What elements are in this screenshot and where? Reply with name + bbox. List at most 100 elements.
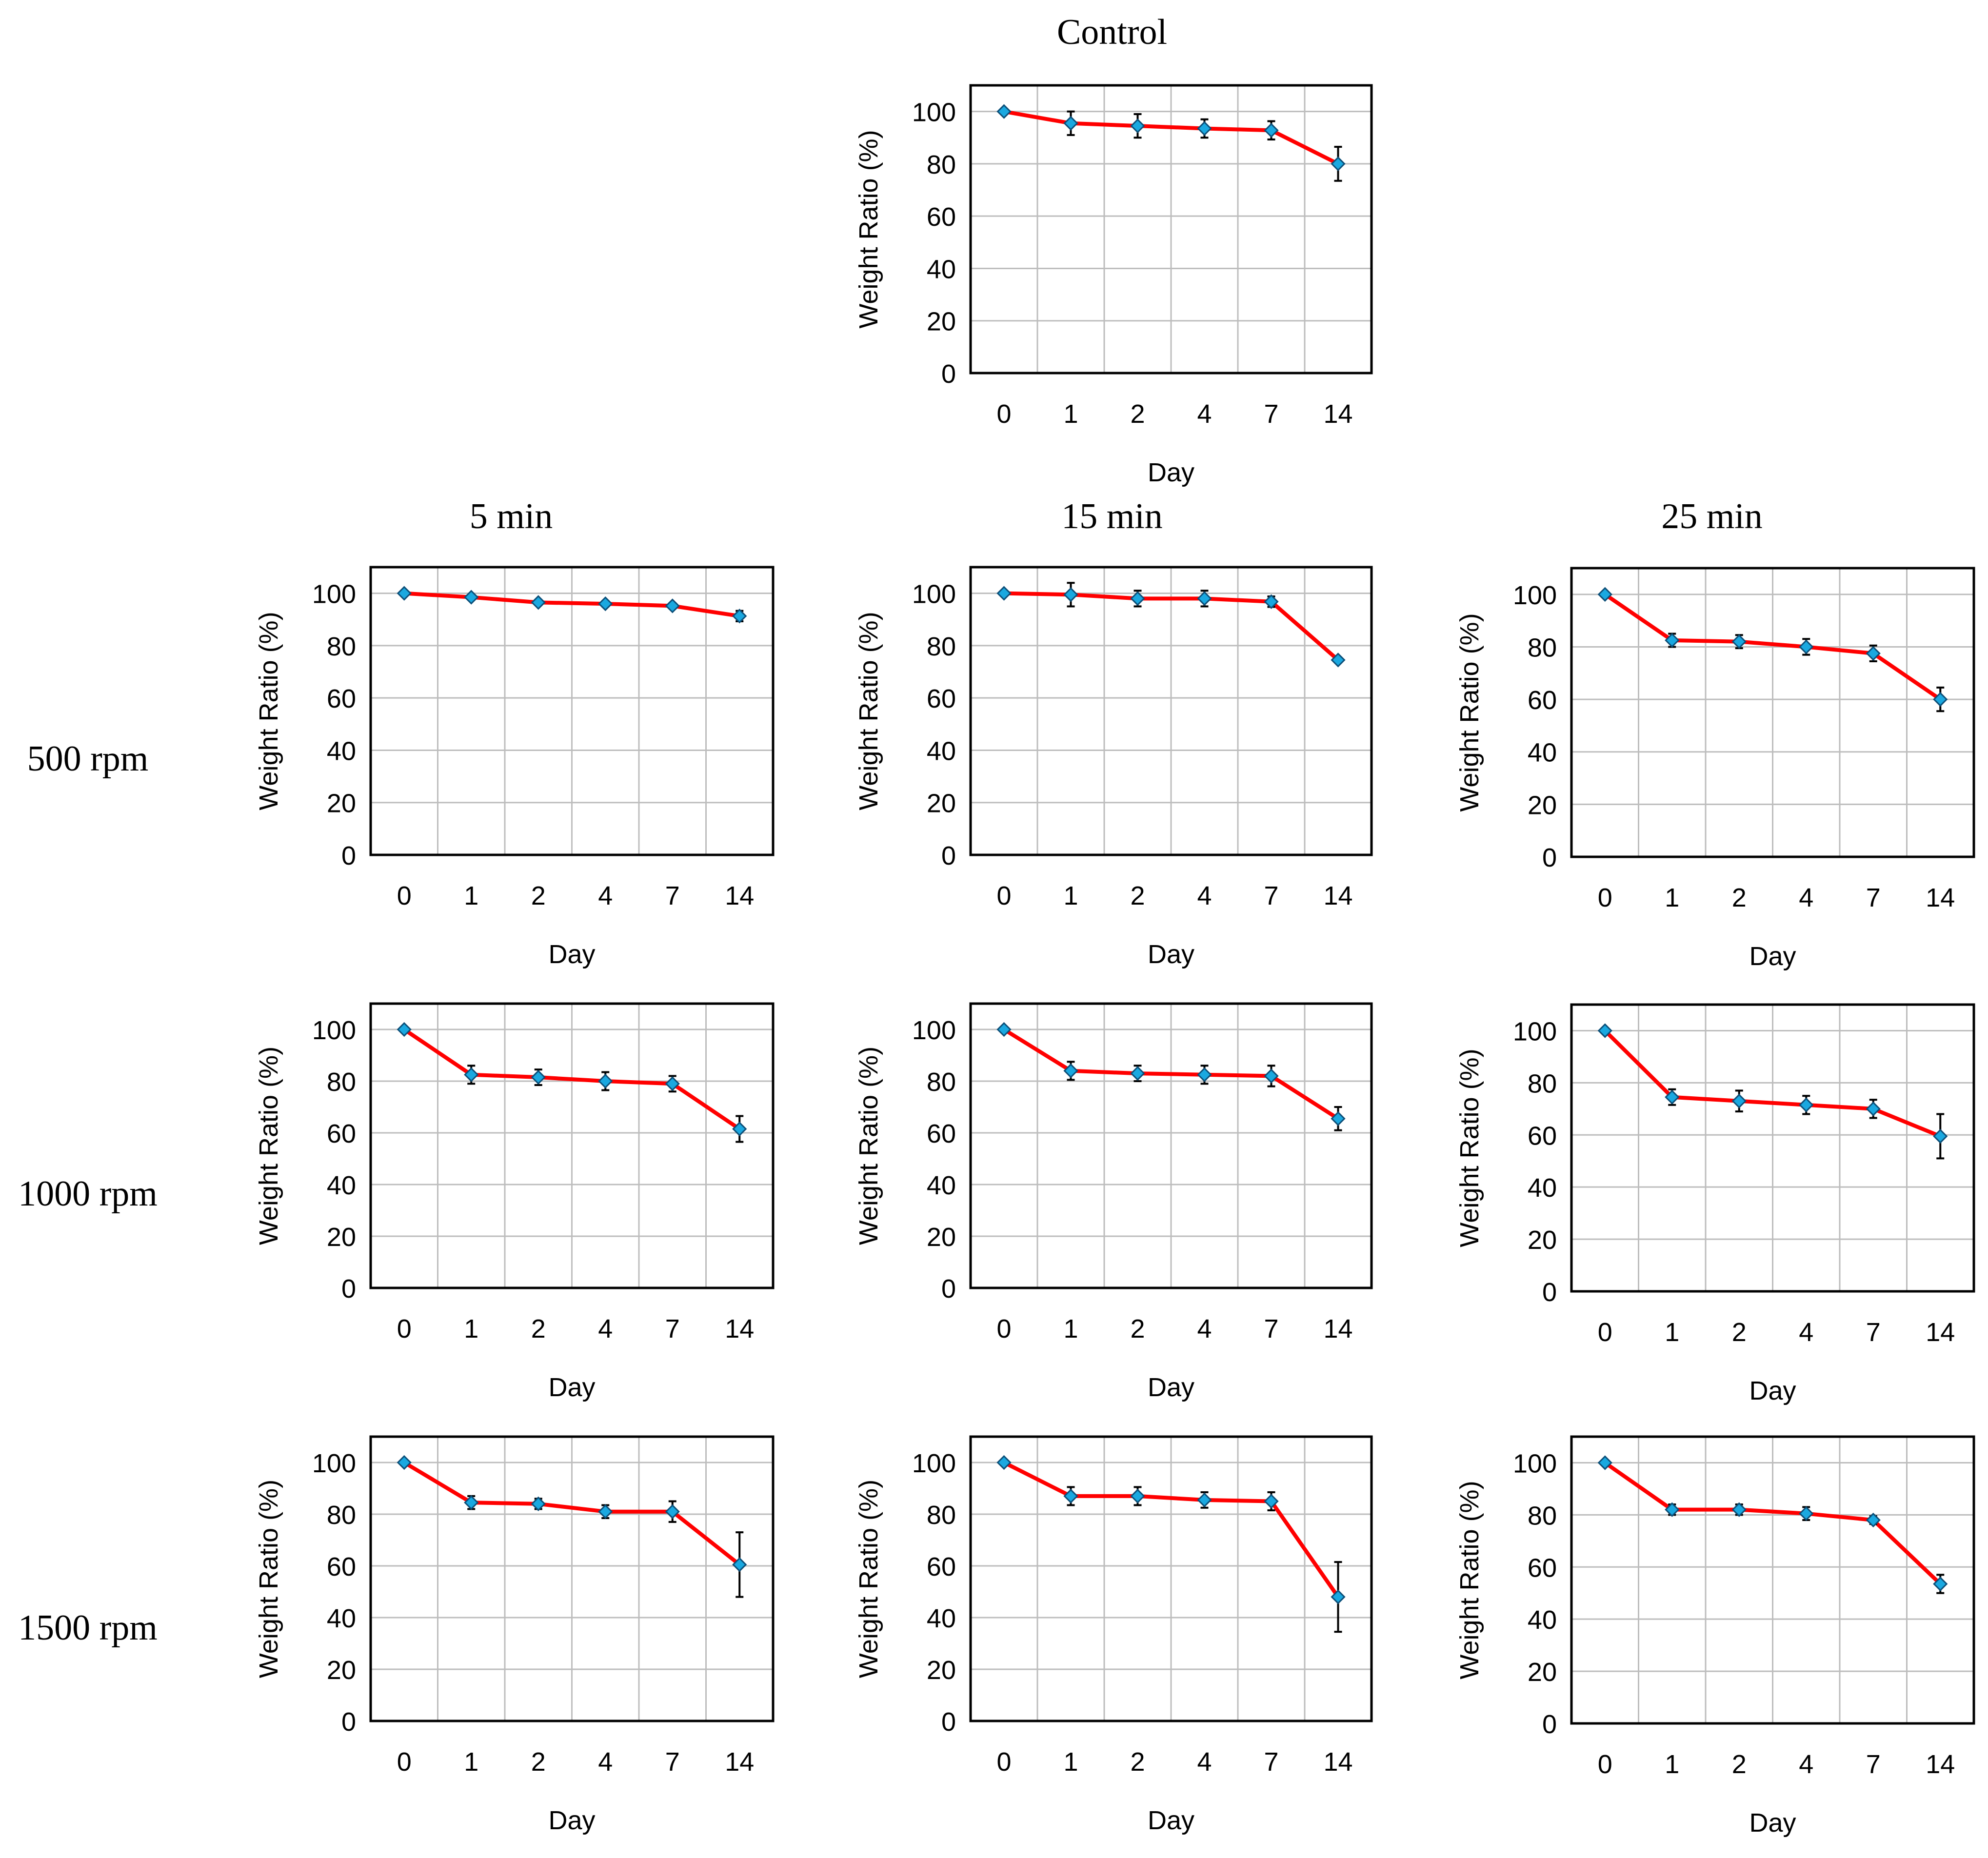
chart-500rpm-5min-xtick-label: 1: [464, 881, 478, 910]
chart-500rpm-25min-ylabel: Weight Ratio (%): [1455, 613, 1484, 811]
chart-1000rpm-5min-data-point: [732, 1121, 747, 1137]
chart-control-ylabel: Weight Ratio (%): [854, 130, 883, 328]
chart-1500rpm-25min-ytick-label: 40: [1528, 1605, 1557, 1635]
chart-500rpm-5min-data-point: [397, 586, 412, 601]
chart-control-xtick-label: 14: [1323, 399, 1352, 429]
chart-500rpm-5min-xtick-label: 0: [397, 881, 412, 910]
chart-1000rpm-25min-data-point: [1933, 1128, 1948, 1144]
chart-500rpm-15min-series-line: [1004, 591, 1340, 662]
chart-500rpm-15min-data-point: [1331, 652, 1346, 668]
chart-500rpm-25min-data-point: [1866, 646, 1881, 661]
chart-500rpm-15min-xtick-label: 1: [1063, 881, 1078, 910]
chart-1500rpm-15min-data-point: [1130, 1488, 1145, 1504]
chart-500rpm-25min-series-line: [1604, 593, 1942, 701]
chart-1500rpm-15min-series-line: [1003, 1461, 1340, 1598]
chart-500rpm-15min-ytick-label: 40: [927, 736, 956, 766]
chart-1000rpm-15min-xtick-label: 7: [1264, 1314, 1278, 1344]
chart-control-ytick-label: 0: [941, 359, 956, 389]
chart-1000rpm-25min-ytick-label: 60: [1528, 1121, 1557, 1150]
chart-1500rpm-5min-ytick-label: 40: [327, 1604, 356, 1633]
chart-500rpm-5min-plot-frame: [369, 566, 775, 856]
chart-panel-1500rpm-25min: 0 20 40 60 80 100 0 1 2 4 7 14 Day Weight Ratio (%): [1455, 1435, 1975, 1838]
chart-1500rpm-15min-plot-frame: [969, 1435, 1373, 1722]
chart-500rpm-5min-data-point: [732, 609, 747, 624]
chart-panel-500rpm-25min: 0 20 40 60 80 100 0 1 2 4 7 14 Day Weight Ratio (%): [1455, 567, 1975, 971]
chart-1000rpm-5min-data-point: [464, 1067, 479, 1082]
chart-control-xlabel: Day: [1148, 458, 1194, 487]
chart-1500rpm-5min-xtick-label: 0: [397, 1747, 412, 1777]
chart-control-ytick-label: 60: [927, 202, 956, 232]
chart-1000rpm-15min-ytick-label: 40: [927, 1171, 956, 1200]
chart-1000rpm-5min-data-point: [531, 1069, 546, 1085]
chart-500rpm-5min-ytick-label: 20: [327, 789, 356, 818]
chart-1000rpm-5min-ytick-label: 100: [312, 1016, 356, 1045]
chart-1000rpm-5min-ylabel: Weight Ratio (%): [254, 1047, 283, 1245]
chart-1000rpm-5min-xtick-label: 14: [725, 1314, 754, 1344]
chart-500rpm-5min-ytick-label: 100: [312, 580, 356, 609]
chart-1000rpm-15min-ytick-label: 80: [927, 1067, 956, 1097]
chart-1000rpm-25min-xtick-label: 1: [1665, 1318, 1679, 1347]
chart-500rpm-25min-xtick-label: 0: [1598, 883, 1612, 912]
chart-500rpm-25min-xtick-label: 4: [1799, 883, 1813, 912]
chart-1000rpm-15min-xtick-label: 2: [1130, 1314, 1145, 1344]
chart-500rpm-25min-xtick-label: 7: [1866, 883, 1881, 912]
chart-1000rpm-15min-ytick-label: 60: [927, 1119, 956, 1148]
chart-1000rpm-25min-xlabel: Day: [1749, 1376, 1796, 1405]
chart-1500rpm-25min-data-point: [1799, 1506, 1814, 1521]
chart-1000rpm-25min-ytick-label: 80: [1528, 1069, 1557, 1098]
chart-500rpm-15min-plot-frame: [969, 566, 1373, 856]
column-header-5min: 5 min: [470, 496, 553, 536]
chart-1000rpm-5min-xtick-label: 4: [598, 1314, 613, 1344]
chart-500rpm-15min-ytick-label: 100: [912, 580, 956, 609]
chart-500rpm-15min-ytick-label: 60: [927, 684, 956, 713]
chart-1500rpm-15min-data-point: [1264, 1494, 1279, 1509]
chart-1500rpm-15min-xtick-label: 2: [1130, 1747, 1145, 1777]
chart-panel-1000rpm-5min: 0 20 40 60 80 100 0 1 2 4 7 14 Day Weight Ratio (%): [254, 1002, 775, 1402]
chart-500rpm-25min-xtick-label: 2: [1732, 883, 1747, 912]
chart-1000rpm-5min-ytick-label: 60: [327, 1119, 356, 1148]
chart-1500rpm-25min-xtick-label: 0: [1598, 1750, 1612, 1779]
chart-1500rpm-15min-data-point: [996, 1455, 1012, 1470]
chart-500rpm-5min-ytick-label: 60: [327, 684, 356, 713]
chart-control-data-point: [996, 104, 1012, 119]
chart-1500rpm-5min-xtick-label: 2: [531, 1747, 546, 1777]
chart-500rpm-5min-xtick-label: 7: [665, 881, 680, 910]
chart-1500rpm-25min-ytick-label: 100: [1513, 1449, 1557, 1478]
chart-500rpm-25min-data-point: [1933, 692, 1948, 707]
chart-1500rpm-15min-data-point: [1197, 1492, 1212, 1507]
chart-500rpm-5min-xlabel: Day: [548, 940, 595, 969]
chart-500rpm-5min-data-point: [531, 595, 546, 610]
chart-1000rpm-15min-ytick-label: 100: [912, 1016, 956, 1045]
chart-1000rpm-15min-xlabel: Day: [1148, 1373, 1194, 1402]
chart-control-xtick-label: 2: [1130, 399, 1145, 429]
chart-1500rpm-25min-xlabel: Day: [1749, 1808, 1796, 1838]
chart-1500rpm-15min-xtick-label: 4: [1197, 1747, 1212, 1777]
row-header-500rpm: 500 rpm: [27, 739, 149, 779]
chart-panel-500rpm-15min: 0 20 40 60 80 100 0 1 2 4 7 14 Day Weight Ratio (%): [854, 566, 1373, 969]
chart-500rpm-15min-xtick-label: 4: [1197, 881, 1212, 910]
chart-1500rpm-5min-xtick-label: 4: [598, 1747, 613, 1777]
chart-control-series-line: [1003, 109, 1339, 166]
chart-1500rpm-5min-data-point: [531, 1496, 546, 1511]
chart-1000rpm-5min-ytick-label: 80: [327, 1067, 356, 1097]
chart-500rpm-5min-series-line: [404, 591, 740, 618]
chart-500rpm-5min-ytick-label: 0: [341, 841, 356, 870]
chart-1500rpm-25min-xtick-label: 4: [1799, 1750, 1813, 1779]
chart-1000rpm-5min-data-point: [598, 1073, 613, 1089]
chart-500rpm-15min-xtick-label: 14: [1323, 881, 1352, 910]
chart-500rpm-5min-ytick-label: 80: [327, 632, 356, 661]
chart-1500rpm-25min-ytick-label: 80: [1528, 1501, 1557, 1530]
chart-1000rpm-25min-ytick-label: 100: [1513, 1017, 1557, 1046]
chart-500rpm-25min-xtick-label: 1: [1665, 883, 1679, 912]
chart-1500rpm-5min-data-point: [598, 1504, 613, 1519]
chart-1000rpm-15min-xtick-label: 0: [996, 1314, 1011, 1344]
chart-1000rpm-25min-xtick-label: 4: [1799, 1318, 1813, 1347]
chart-1000rpm-25min-xtick-label: 14: [1926, 1318, 1955, 1347]
chart-1000rpm-25min-data-point: [1665, 1089, 1680, 1105]
chart-1000rpm-25min-ytick-label: 40: [1528, 1173, 1557, 1203]
chart-1000rpm-25min-data-point: [1731, 1093, 1747, 1108]
chart-panel-1500rpm-5min: 0 20 40 60 80 100 0 1 2 4 7 14 Day Weight Ratio (%): [254, 1435, 775, 1835]
chart-1500rpm-15min-data-point: [1331, 1589, 1346, 1604]
chart-1500rpm-5min-ytick-label: 80: [327, 1501, 356, 1530]
chart-1500rpm-15min-xtick-label: 0: [996, 1747, 1011, 1777]
